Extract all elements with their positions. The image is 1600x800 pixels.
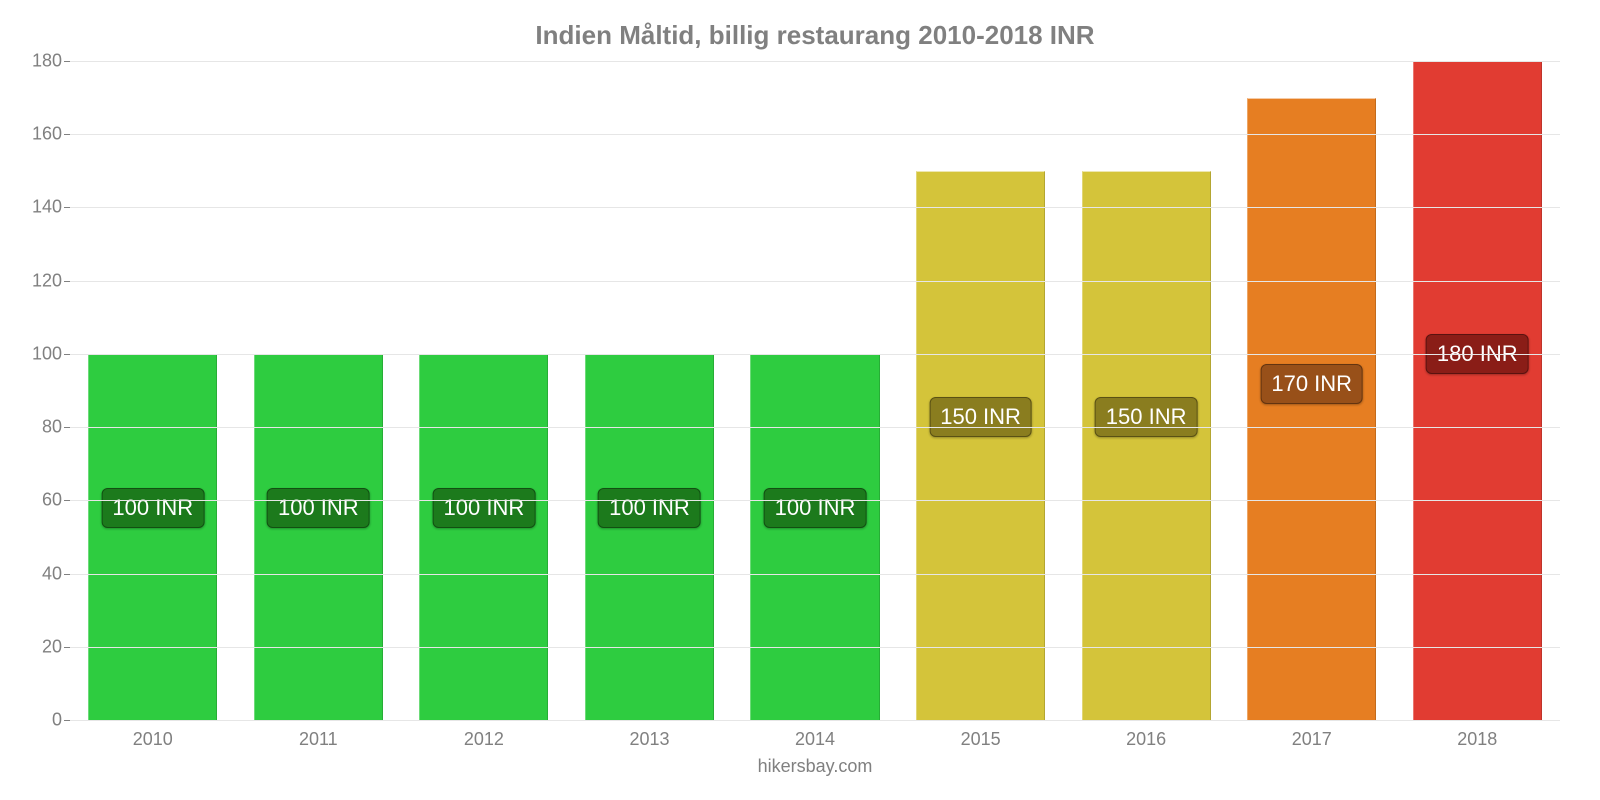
y-tick-label: 0 [30, 710, 62, 731]
bar-value-label: 170 INR [1260, 364, 1363, 404]
bar: 100 INR [750, 354, 879, 720]
bar-value-label: 100 INR [101, 488, 204, 528]
y-tick-mark [64, 720, 70, 721]
x-tick-label: 2011 [236, 729, 402, 750]
bar-value-label: 150 INR [1095, 397, 1198, 437]
bar-slot: 100 INR [236, 61, 402, 720]
bar: 150 INR [916, 171, 1045, 720]
bar-value-label: 150 INR [929, 397, 1032, 437]
y-tick-mark [64, 427, 70, 428]
bar-value-label: 100 INR [598, 488, 701, 528]
y-tick-mark [64, 647, 70, 648]
y-tick-mark [64, 574, 70, 575]
x-tick-label: 2017 [1229, 729, 1395, 750]
x-axis-labels: 201020112012201320142015201620172018 [70, 729, 1560, 750]
bar-slot: 150 INR [898, 61, 1064, 720]
y-tick-label: 20 [30, 636, 62, 657]
x-tick-label: 2018 [1395, 729, 1561, 750]
bar-value-label: 100 INR [764, 488, 867, 528]
bar: 180 INR [1413, 61, 1542, 720]
bar-value-label: 100 INR [433, 488, 536, 528]
chart-title: Indien Måltid, billig restaurang 2010-20… [70, 20, 1560, 51]
grid-line [70, 427, 1560, 428]
y-tick-mark [64, 281, 70, 282]
bar-slot: 180 INR [1395, 61, 1561, 720]
grid-line [70, 647, 1560, 648]
bar-slot: 100 INR [732, 61, 898, 720]
grid-line [70, 500, 1560, 501]
grid-line [70, 574, 1560, 575]
x-tick-label: 2014 [732, 729, 898, 750]
y-tick-mark [64, 354, 70, 355]
y-tick-label: 100 [30, 343, 62, 364]
x-tick-label: 2015 [898, 729, 1064, 750]
bar: 170 INR [1247, 98, 1376, 720]
y-tick-mark [64, 500, 70, 501]
chart-footer: hikersbay.com [70, 756, 1560, 777]
x-tick-label: 2012 [401, 729, 567, 750]
grid-line [70, 207, 1560, 208]
bar-slot: 100 INR [567, 61, 733, 720]
y-tick-mark [64, 207, 70, 208]
grid-line [70, 720, 1560, 721]
grid-line [70, 281, 1560, 282]
y-tick-label: 40 [30, 563, 62, 584]
bar: 150 INR [1082, 171, 1211, 720]
y-tick-mark [64, 134, 70, 135]
grid-line [70, 134, 1560, 135]
bar: 100 INR [419, 354, 548, 720]
bars-group: 100 INR 100 INR 100 INR 100 INR 100 INR 150 I… [70, 61, 1560, 720]
bar-slot: 100 INR [70, 61, 236, 720]
y-tick-label: 180 [30, 51, 62, 72]
x-tick-label: 2010 [70, 729, 236, 750]
y-tick-label: 80 [30, 417, 62, 438]
x-tick-label: 2016 [1063, 729, 1229, 750]
x-tick-label: 2013 [567, 729, 733, 750]
grid-line [70, 61, 1560, 62]
grid-line [70, 354, 1560, 355]
bar: 100 INR [585, 354, 714, 720]
bar: 100 INR [254, 354, 383, 720]
y-tick-label: 160 [30, 124, 62, 145]
chart-container: Indien Måltid, billig restaurang 2010-20… [0, 0, 1600, 800]
y-tick-label: 120 [30, 270, 62, 291]
bar-slot: 170 INR [1229, 61, 1395, 720]
y-tick-mark [64, 61, 70, 62]
y-tick-label: 140 [30, 197, 62, 218]
bar-slot: 150 INR [1063, 61, 1229, 720]
plot-area: 100 INR 100 INR 100 INR 100 INR 100 INR 150 I… [70, 61, 1560, 721]
bar-slot: 100 INR [401, 61, 567, 720]
bar: 100 INR [88, 354, 217, 720]
bar-value-label: 100 INR [267, 488, 370, 528]
y-tick-label: 60 [30, 490, 62, 511]
